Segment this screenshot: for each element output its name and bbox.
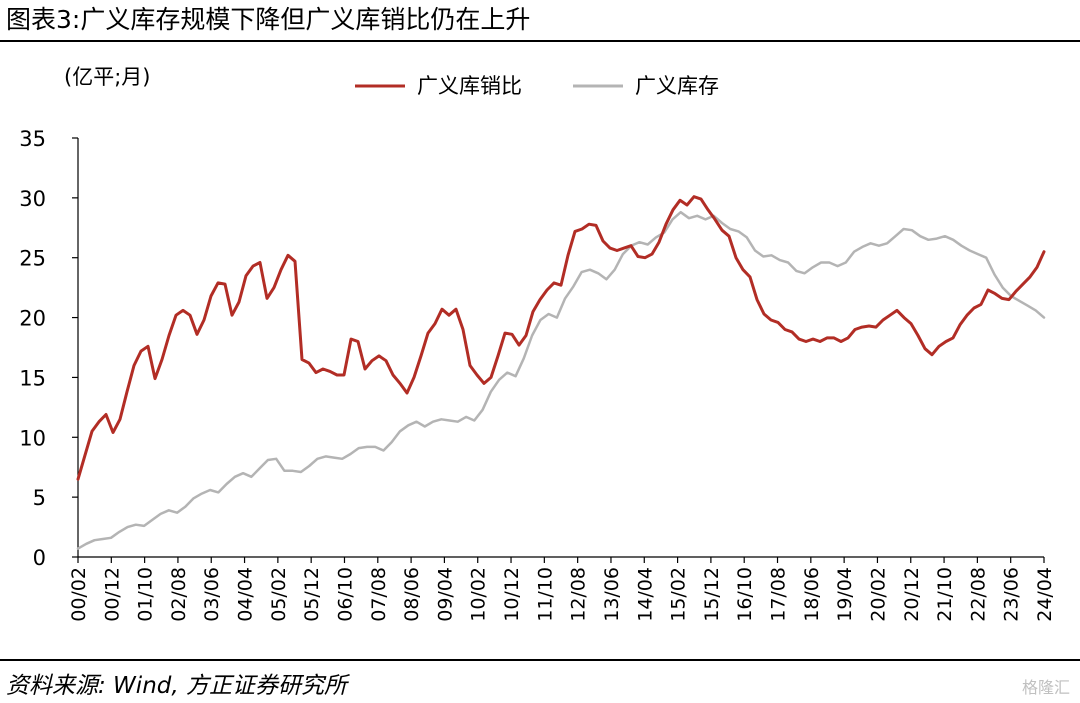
watermark: 格隆汇 <box>1021 678 1070 697</box>
x-tick-label: 08/06 <box>401 567 423 622</box>
y-tick-label: 0 <box>33 546 46 570</box>
x-tick-label: 11/10 <box>534 567 556 622</box>
x-axis: 00/02 00/12 01/10 02/08 03/06 04/04 05/02 05/12… <box>68 556 1056 622</box>
chart-title: 图表3:广义库存规模下降但广义库销比仍在上升 <box>6 5 531 34</box>
plot-area <box>76 195 1046 550</box>
x-tick-label: 05/12 <box>301 567 323 622</box>
x-tick-label: 18/06 <box>801 567 823 622</box>
legend-label-inventory: 广义库存 <box>635 74 719 98</box>
x-tick-label: 04/04 <box>235 567 257 622</box>
x-tick-label: 16/10 <box>734 567 756 622</box>
x-tick-label: 00/02 <box>68 567 90 622</box>
y-tick-label: 30 <box>19 187 46 211</box>
x-tick-label: 10/02 <box>468 567 490 622</box>
title-rule <box>0 40 1080 42</box>
y-tick-label: 25 <box>19 247 46 271</box>
legend-label-ratio: 广义库销比 <box>417 74 522 98</box>
x-tick-label: 07/08 <box>368 567 390 622</box>
x-tick-label: 20/02 <box>867 567 889 622</box>
x-tick-label: 05/02 <box>268 567 290 622</box>
x-tick-label: 02/08 <box>168 567 190 622</box>
source-note: 资料来源: Wind, 方正证券研究所 <box>6 673 347 699</box>
series-line-ratio <box>76 195 1046 481</box>
x-tick-label: 13/06 <box>601 567 623 622</box>
x-tick-label: 09/04 <box>434 567 456 622</box>
x-tick-label: 15/02 <box>668 567 690 622</box>
footer-rule <box>0 659 1080 661</box>
y-axis: 0 5 10 15 20 25 30 35 <box>19 127 79 570</box>
x-tick-label: 21/10 <box>934 567 956 622</box>
x-tick-label: 22/08 <box>967 567 989 622</box>
y-tick-label: 15 <box>19 366 46 390</box>
y-tick-label: 20 <box>19 307 46 331</box>
x-tick-label: 14/04 <box>634 567 656 622</box>
y-tick-label: 35 <box>19 127 46 151</box>
x-tick-label: 23/06 <box>1001 567 1023 622</box>
x-tick-label: 20/12 <box>901 567 923 622</box>
x-tick-label: 10/12 <box>501 567 523 622</box>
y-tick-label: 10 <box>19 426 46 450</box>
x-tick-label: 06/10 <box>334 567 356 622</box>
x-tick-label: 24/04 <box>1034 567 1056 622</box>
x-tick-label: 01/10 <box>135 567 157 622</box>
x-tick-label: 03/06 <box>201 567 223 622</box>
series-line-inventory <box>76 210 1046 550</box>
y-tick-label: 5 <box>33 486 46 510</box>
x-tick-label: 00/12 <box>101 567 123 622</box>
x-tick-label: 19/04 <box>834 567 856 622</box>
x-tick-label: 12/08 <box>568 567 590 622</box>
y-unit-label: (亿平;月) <box>64 65 150 89</box>
x-tick-label: 17/08 <box>768 567 790 622</box>
legend: 广义库销比 广义库存 <box>355 74 719 98</box>
x-tick-label: 15/12 <box>701 567 723 622</box>
